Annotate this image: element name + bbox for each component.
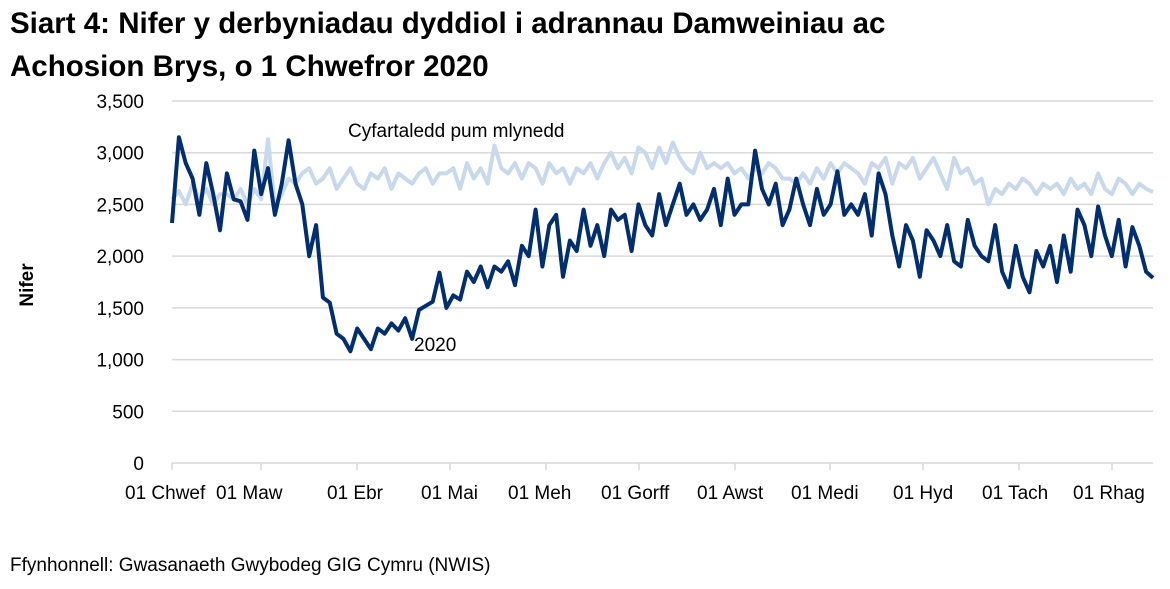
- y-axis-ticks: 0 500 1,000 1,500 2,000 2,500 3,000 3,500: [96, 92, 144, 475]
- x-tick-label: 01 Ebr: [327, 483, 384, 504]
- chart-title-line-2: Achosion Brys, o 1 Chwefror 2020: [10, 50, 489, 83]
- annotation-five-year-average: Cyfartaledd pum mlynedd: [348, 121, 565, 142]
- y-tick-label: 1,500: [96, 299, 144, 320]
- source-note: Ffynhonnell: Gwasanaeth Gwybodeg GIG Cym…: [10, 555, 491, 576]
- y-tick-label: 0: [133, 454, 144, 475]
- y-tick-label: 3,000: [96, 144, 144, 165]
- chart-title: Siart 4: Nifer y derbyniadau dyddiol i a…: [10, 2, 1160, 88]
- x-axis-ticks: 01 Chwef 01 Maw 01 Ebr 01 Mai 01 Meh 01 Gorff…: [125, 463, 1145, 504]
- x-tick-label: 01 Maw: [216, 483, 283, 504]
- x-tick-label: 01 Rhag: [1073, 483, 1145, 504]
- x-tick-label: 01 Tach: [982, 483, 1048, 504]
- x-tick-label: 01 Meh: [508, 483, 571, 504]
- x-tick-label: 01 Awst: [697, 483, 764, 504]
- y-tick-label: 2,500: [96, 195, 144, 216]
- x-tick-label: 01 Chwef: [125, 483, 206, 504]
- y-tick-label: 500: [112, 402, 144, 423]
- x-tick-label: 01 Mai: [421, 483, 478, 504]
- x-tick-label: 01 Medi: [791, 483, 859, 504]
- series-five-year-average-line: [170, 137, 1154, 209]
- annotation-2020: 2020: [414, 335, 456, 356]
- x-tick-label: 01 Gorff: [601, 483, 670, 504]
- y-tick-label: 2,000: [96, 247, 144, 268]
- y-tick-label: 1,000: [96, 351, 144, 372]
- series-2020-line: [170, 135, 1155, 354]
- y-tick-label: 3,500: [96, 92, 144, 113]
- x-tick-label: 01 Hyd: [893, 483, 953, 504]
- chart-title-line-1: Siart 4: Nifer y derbyniadau dyddiol i a…: [10, 7, 886, 40]
